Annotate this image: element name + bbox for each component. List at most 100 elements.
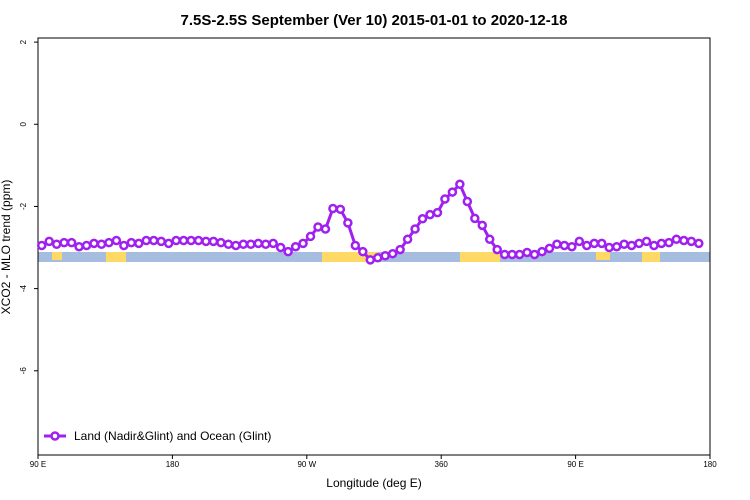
y-tick-label: -6: [19, 367, 28, 375]
y-tick-label: -2: [19, 202, 28, 210]
data-point: [634, 238, 644, 249]
data-point: [664, 237, 674, 248]
chart-title: 7.5S-2.5S September (Ver 10) 2015-01-01 …: [181, 12, 568, 29]
data-point: [178, 235, 189, 246]
data-point: [208, 236, 219, 247]
data-point: [462, 196, 473, 207]
data-point: [134, 238, 144, 249]
data-point: [582, 240, 592, 251]
data-point: [119, 240, 129, 251]
data-point: [238, 239, 249, 249]
data-point: [455, 179, 465, 190]
data-point: [626, 240, 637, 251]
y-tick-label: 0: [19, 122, 28, 127]
data-point: [365, 255, 376, 265]
data-point: [402, 234, 413, 245]
data-point: [193, 235, 204, 246]
data-point: [246, 239, 256, 249]
data-point: [387, 248, 398, 259]
data-point: [410, 224, 420, 234]
data-point: [216, 237, 226, 248]
x-tick-label: 90 E: [567, 460, 583, 469]
y-axis-label: XCO2 - MLO trend (ppm): [0, 180, 13, 315]
data-point: [596, 238, 607, 249]
x-axis-label: Longitude (deg E): [326, 476, 421, 490]
data-point: [440, 194, 450, 204]
data-point: [686, 236, 697, 247]
x-tick-label: 180: [703, 460, 717, 469]
x-tick-label: 90 E: [30, 460, 46, 469]
data-point: [694, 238, 704, 249]
data-point: [589, 238, 600, 249]
data-point: [163, 238, 174, 249]
data-point: [305, 231, 316, 242]
data-point: [604, 242, 614, 253]
data-point: [275, 242, 286, 253]
data-point: [126, 237, 137, 248]
data-point: [567, 241, 577, 252]
data-point: [51, 239, 62, 249]
data-point: [156, 236, 166, 247]
data-point: [44, 236, 54, 247]
data-point: [268, 238, 278, 249]
data-point: [350, 240, 361, 251]
data-point: [679, 235, 689, 246]
data-point: [81, 240, 92, 251]
data-point: [298, 238, 308, 249]
data-point: [171, 235, 181, 246]
data-point: [96, 239, 107, 249]
data-point: [74, 241, 84, 252]
data-point: [514, 249, 525, 260]
data-point: [649, 240, 659, 251]
data-point: [507, 249, 517, 260]
data-point: [148, 235, 159, 246]
data-point: [470, 213, 480, 224]
series-line: [41, 181, 700, 262]
data-point: [641, 236, 652, 247]
data-point: [574, 236, 585, 247]
data-point: [537, 246, 547, 257]
data-point: [283, 246, 293, 257]
data-point: [36, 240, 47, 251]
data-point: [290, 241, 301, 252]
data-point: [320, 224, 331, 234]
data-point: [522, 247, 532, 258]
data-point: [477, 220, 488, 231]
data-point: [499, 249, 510, 260]
data-point: [260, 239, 271, 249]
data-point: [335, 204, 346, 215]
data-point: [432, 207, 443, 218]
y-tick-label: -4: [19, 285, 28, 293]
data-point: [111, 235, 122, 246]
data-point: [141, 235, 152, 246]
x-tick-label: 180: [166, 460, 180, 469]
x-tick-label: 360: [435, 460, 449, 469]
data-point: [552, 239, 562, 249]
data-point: [343, 218, 353, 228]
data-point: [671, 234, 682, 245]
data-point: [656, 238, 667, 249]
legend-marker: [50, 431, 60, 441]
y-tick-label: 2: [19, 39, 28, 44]
data-point: [544, 243, 555, 254]
data-point: [253, 238, 264, 249]
data-point: [395, 244, 405, 255]
data-point: [447, 187, 458, 197]
data-point: [358, 246, 368, 257]
data-point: [492, 244, 502, 255]
data-point: [619, 239, 629, 249]
data-point: [59, 237, 69, 248]
data-point: [484, 234, 495, 245]
data-point: [417, 214, 428, 224]
data-point: [223, 239, 234, 249]
data-point: [372, 253, 383, 263]
data-point: [186, 235, 196, 246]
data-point: [313, 222, 323, 232]
data-point: [425, 209, 435, 220]
data-point: [89, 238, 99, 249]
data-point: [66, 237, 77, 248]
data-point: [201, 236, 211, 247]
data-point: [104, 237, 114, 248]
data-point: [529, 249, 540, 260]
